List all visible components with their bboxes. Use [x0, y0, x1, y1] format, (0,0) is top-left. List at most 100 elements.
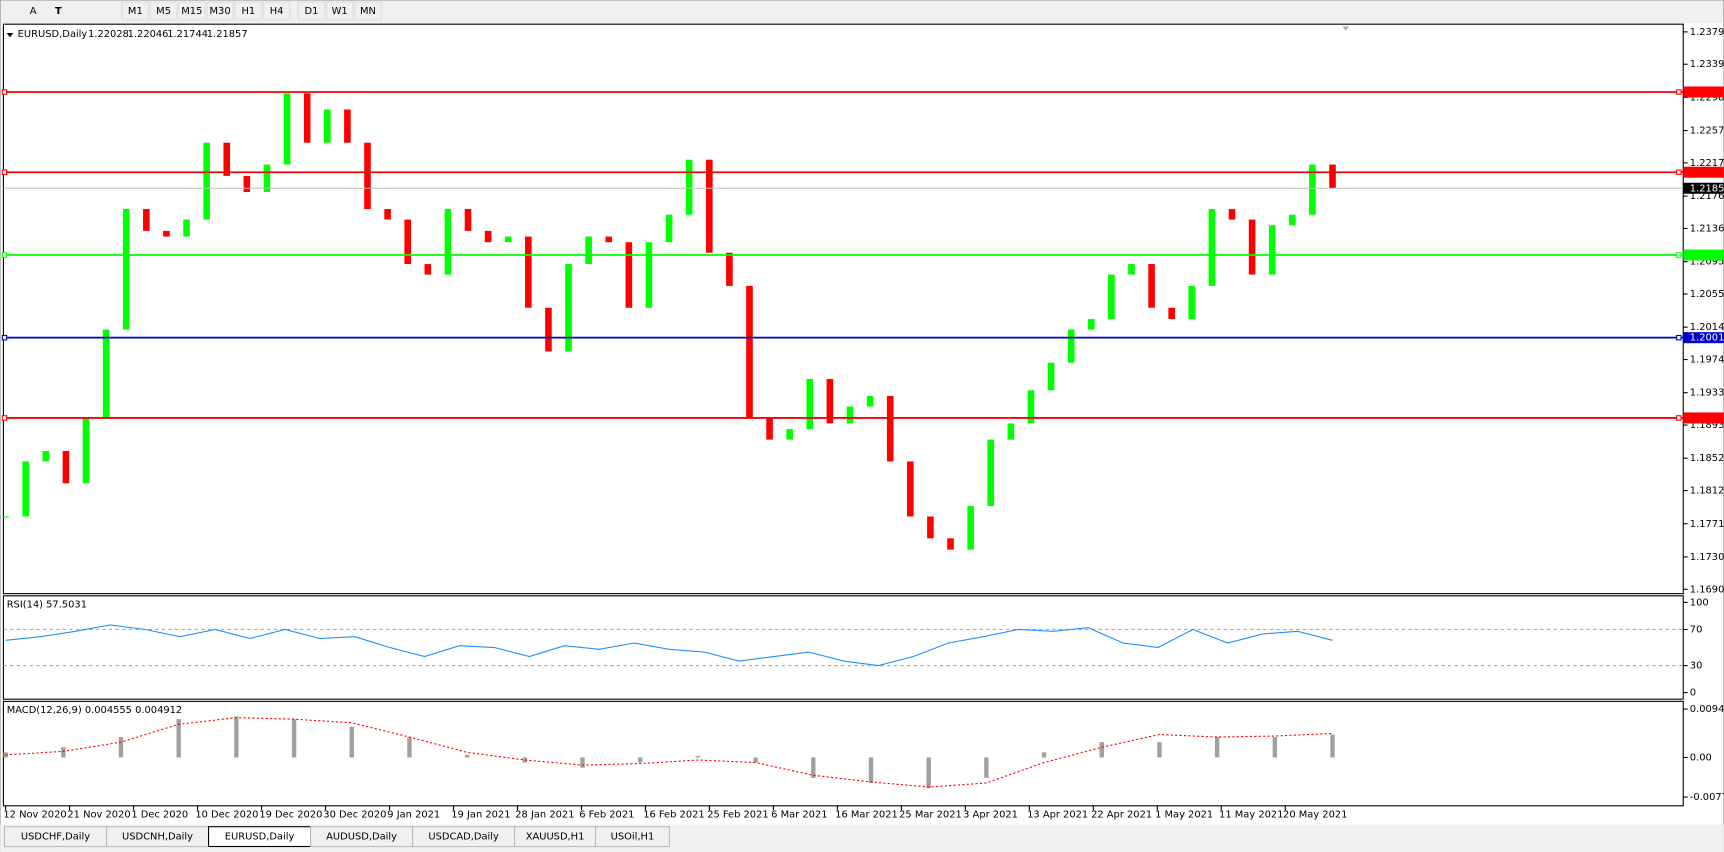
candle [1188, 285, 1196, 320]
candle [967, 505, 974, 550]
tab-label[interactable]: USDCNH,Daily [122, 832, 193, 843]
macd-bar [234, 716, 239, 758]
level-handle[interactable] [1676, 415, 1682, 421]
text-tool-icon[interactable]: T [55, 6, 62, 17]
timeframe-button[interactable] [354, 1, 382, 21]
candle [786, 429, 793, 440]
candle [464, 209, 472, 231]
ohlc-value: 1.22028 [88, 29, 129, 40]
macd-bar [926, 757, 931, 789]
font-button[interactable]: A [30, 6, 37, 17]
candle [143, 209, 150, 231]
level-box [1683, 332, 1724, 344]
y-tick-label: -0.00777 [1690, 792, 1724, 803]
level-handle[interactable] [1676, 252, 1682, 258]
timeframe-label[interactable]: MN [360, 6, 376, 17]
level-handle[interactable] [1, 334, 8, 341]
y-tick-label: 1.17300 [1690, 552, 1724, 563]
macd-bar [1214, 737, 1220, 758]
timeframe-button[interactable] [178, 1, 206, 21]
signal-line [5, 717, 1333, 788]
timeframe-button[interactable] [121, 1, 150, 21]
timeframe-button[interactable] [234, 1, 263, 21]
x-tick-label: 16 Feb 2021 [643, 810, 704, 821]
timeframe-button[interactable] [325, 1, 354, 21]
y-tick-label: 1.20140 [1690, 322, 1724, 333]
y-tick-label: 1.19330 [1690, 388, 1724, 399]
level-handle[interactable] [1, 415, 8, 421]
candle [907, 461, 914, 517]
x-tick-label: 1 May 2021 [1155, 810, 1213, 821]
x-tick-label: 30 Dec 2020 [323, 810, 386, 821]
macd-bar [753, 757, 758, 763]
y-tick-label: 1.16900 [1690, 584, 1724, 595]
timeframe-button[interactable] [206, 1, 234, 21]
level-handle[interactable] [1, 252, 8, 258]
candle [766, 417, 773, 440]
x-tick-label: 10 Dec 2020 [195, 810, 258, 821]
candle [364, 142, 371, 210]
timeframe-button[interactable] [297, 1, 326, 21]
candle [163, 230, 170, 237]
timeframe-label[interactable]: H4 [270, 6, 284, 17]
rsi-line [5, 624, 1333, 667]
y-tick-label: 1.19740 [1690, 355, 1724, 366]
candle [102, 329, 110, 418]
candle [1087, 319, 1095, 330]
candle [504, 236, 512, 243]
x-tick-label: 22 Apr 2021 [1091, 810, 1152, 821]
macd-bar [638, 757, 643, 763]
rsi-panel [2, 595, 1684, 700]
level-handle[interactable] [1676, 169, 1682, 175]
y-tick-label: 1.23390 [1690, 59, 1724, 70]
x-tick-label: 12 Nov 2020 [3, 810, 66, 821]
candle [565, 264, 572, 352]
candle [1228, 209, 1236, 220]
y-tick-label: 1.17710 [1690, 519, 1724, 530]
level-handle[interactable] [1676, 334, 1682, 341]
level-label: 1.20010 [1690, 333, 1724, 344]
timeframe-label[interactable]: D1 [304, 6, 318, 17]
level-box [1683, 249, 1724, 261]
timeframe-button[interactable] [262, 1, 291, 21]
timeframe-label[interactable]: M5 [156, 6, 171, 17]
y-tick-label: 1.18520 [1690, 453, 1724, 464]
x-tick-label: 25 Feb 2021 [707, 810, 768, 821]
x-tick-label: 19 Jan 2021 [451, 810, 510, 821]
level-handle[interactable] [1, 89, 8, 95]
tab-label[interactable]: AUDUSD,Daily [326, 832, 397, 843]
candle [444, 209, 452, 275]
macd-bar [868, 757, 874, 783]
candle [1268, 225, 1276, 275]
macd-bar [464, 754, 470, 758]
candle [585, 236, 592, 265]
candle [1027, 390, 1035, 424]
tab-label[interactable]: USDCHF,Daily [21, 832, 90, 843]
timeframe-button[interactable] [149, 1, 178, 21]
candle [726, 252, 733, 286]
level-handle[interactable] [1676, 89, 1682, 95]
timeframe-label[interactable]: W1 [332, 6, 348, 17]
tab-label[interactable]: USOil,H1 [611, 832, 655, 843]
timeframe-label[interactable]: H1 [241, 6, 255, 17]
macd-bar [1099, 742, 1104, 758]
timeframe-label[interactable]: M1 [128, 6, 143, 17]
level-handle[interactable] [1, 169, 8, 175]
y-tick-label: 1.22170 [1690, 158, 1724, 169]
tab-label[interactable]: XAUUSD,H1 [526, 832, 585, 843]
candle [42, 450, 50, 462]
timeframe-label[interactable]: M30 [210, 6, 231, 17]
timeframe-label[interactable]: M15 [181, 6, 202, 17]
tab[interactable] [594, 826, 670, 848]
candle [1128, 264, 1135, 275]
macd-bar [1330, 734, 1335, 758]
tab-label[interactable]: USDCAD,Daily [428, 832, 499, 843]
x-tick-label: 1 Dec 2020 [131, 810, 188, 821]
level-box [1683, 86, 1724, 98]
y-tick-label: 0.009478 [1690, 704, 1724, 715]
candle [987, 439, 995, 506]
macd-bar [811, 757, 816, 778]
y-tick-label: 1.21360 [1690, 223, 1724, 234]
tab-label[interactable]: EURUSD,Daily [225, 832, 295, 843]
